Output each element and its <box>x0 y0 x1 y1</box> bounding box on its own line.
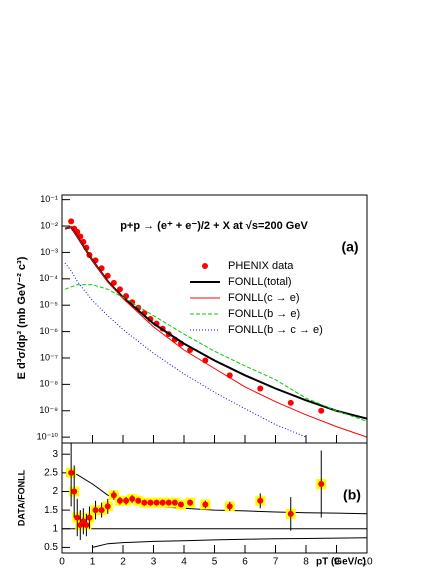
x-tick-label: 3 <box>151 557 157 568</box>
data-point <box>86 514 93 521</box>
legend-label: FONLL(b → e) <box>228 308 300 320</box>
y-tick-label: 2 <box>52 486 58 497</box>
y-tick-label: 10⁻⁹ <box>39 405 58 415</box>
y-tick-label: 10⁻¹⁰ <box>37 432 59 442</box>
data-point <box>171 499 178 506</box>
legend-label: PHENIX data <box>228 260 294 272</box>
curve <box>64 284 367 422</box>
x-tick-label: 7 <box>273 557 279 568</box>
y-tick-label: 2.5 <box>44 467 58 478</box>
data-point <box>74 514 81 521</box>
x-tick-label: 8 <box>303 557 309 568</box>
x-tick-label: 5 <box>212 557 218 568</box>
data-point <box>141 499 148 506</box>
x-tick-label: 10 <box>361 557 373 568</box>
y-tick-label: 1.5 <box>44 505 58 516</box>
curve <box>64 226 367 438</box>
x-tick-label: 0 <box>59 557 65 568</box>
y-tick-label: 10⁻⁴ <box>39 273 58 283</box>
data-point <box>159 499 166 506</box>
data-point <box>123 497 130 504</box>
panel-label: (a) <box>341 239 358 255</box>
data-point <box>98 507 105 514</box>
y-axis-label: E d³σ/dp³ (mb GeV⁻² c³) <box>16 256 28 379</box>
data-point <box>318 481 325 488</box>
data-point <box>116 286 123 293</box>
legend-label: FONLL(b → c → e) <box>228 324 323 336</box>
x-tick-label: 6 <box>242 557 248 568</box>
y-axis-label: DATA/FONLL <box>16 469 26 526</box>
legend-label: FONLL(c → e) <box>228 292 300 304</box>
data-point <box>110 492 117 499</box>
y-tick-label: 10⁻⁵ <box>40 300 59 310</box>
y-tick-label: 10⁻⁸ <box>39 379 58 389</box>
data-point <box>257 497 264 504</box>
y-tick-label: 10⁻² <box>40 220 58 230</box>
data-point <box>71 488 78 495</box>
data-point <box>287 510 294 517</box>
curve <box>64 262 307 438</box>
data-point <box>104 272 111 279</box>
band-line <box>92 537 367 548</box>
data-point <box>165 499 172 506</box>
data-point <box>129 495 136 502</box>
data-point <box>135 497 142 504</box>
x-tick-label: 2 <box>120 557 126 568</box>
data-point <box>153 499 160 506</box>
data-point <box>110 279 117 286</box>
y-tick-label: 3 <box>52 449 58 460</box>
x-tick-label: 9 <box>334 557 340 568</box>
chart-title: p+p → (e⁺ + e⁻)/2 + X at √s=200 GeV <box>120 220 308 232</box>
y-tick-label: 10⁻¹ <box>40 194 58 204</box>
x-tick-label: 1 <box>90 557 96 568</box>
data-point <box>68 469 75 476</box>
data-point <box>177 501 184 508</box>
y-tick-label: 0.5 <box>44 542 58 553</box>
y-tick-label: 10⁻⁷ <box>40 352 58 362</box>
y-tick-label: 1 <box>52 523 58 534</box>
data-point <box>287 399 294 406</box>
data-point <box>318 407 325 414</box>
data-point <box>226 503 233 510</box>
data-point <box>147 499 154 506</box>
y-tick-label: 10⁻⁶ <box>40 326 59 336</box>
legend-label: FONLL(total) <box>228 276 292 288</box>
data-point <box>68 218 75 225</box>
y-tick-label: 10⁻³ <box>40 247 58 257</box>
legend-marker <box>202 263 208 269</box>
data-point <box>92 507 99 514</box>
data-point <box>116 497 123 504</box>
x-tick-label: 4 <box>181 557 187 568</box>
x-axis-label: pT (GeV/c) <box>316 557 366 568</box>
data-point <box>202 501 209 508</box>
data-point <box>104 503 111 510</box>
data-point <box>187 499 194 506</box>
data-point <box>257 385 264 392</box>
data-point <box>83 522 90 529</box>
panel-label: (b) <box>343 487 361 503</box>
